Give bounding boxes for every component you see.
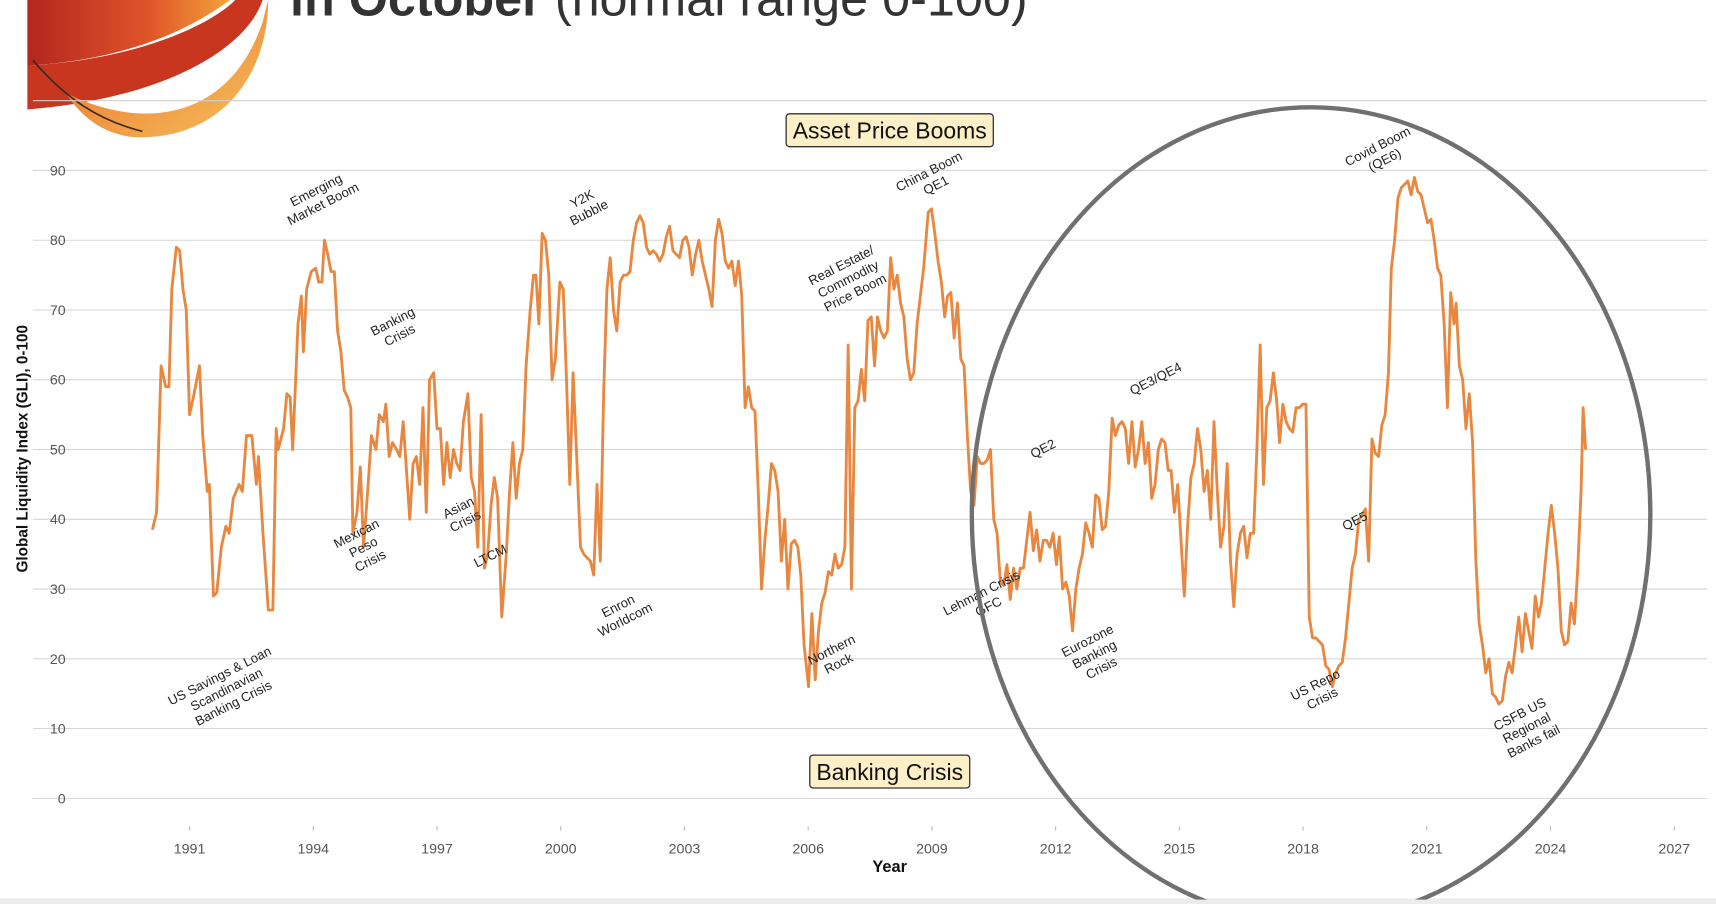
title-bold: in October (290, 0, 542, 26)
grid: 0 10 20 30 40 50 60 70 80 90 1991 1994 1997 2000 2003 2… (32, 163, 1708, 858)
x-tick-label: 2024 (1535, 842, 1567, 858)
gli-line (151, 176, 1588, 706)
y-tick-label: 0 (58, 791, 66, 807)
bottom-strip (0, 898, 1716, 904)
x-tick-label: 2009 (916, 842, 948, 858)
x-tick-label: 1997 (421, 842, 453, 858)
x-tick-label: 2027 (1658, 842, 1690, 858)
x-tick-label: 1994 (297, 842, 329, 858)
label-box (785, 113, 994, 148)
x-tick-label: 1991 (174, 842, 206, 858)
label-box (809, 754, 971, 789)
x-tick-label: 2006 (792, 842, 824, 858)
y-axis-label: Global Liquidity Index (GLI), 0-100 (14, 325, 31, 573)
y-tick-label: 60 (50, 373, 66, 389)
series (151, 176, 1588, 706)
y-tick-label: 10 (50, 722, 66, 738)
x-tick-label: 2018 (1287, 842, 1319, 858)
y-tick-label: 80 (50, 233, 66, 249)
label-box-text: Asset Price Booms (793, 117, 987, 143)
title-note: (normal range 0-100) (555, 0, 1028, 26)
x-tick-label: 2012 (1040, 842, 1072, 858)
x-tick-label: 2000 (545, 842, 577, 858)
x-axis-label: Year (872, 858, 907, 876)
y-tick-label: 70 (50, 303, 66, 319)
y-tick-label: 20 (50, 652, 66, 668)
highlight-ellipse (969, 105, 1653, 900)
logo (27, 0, 269, 138)
x-tick-label: 2021 (1411, 842, 1443, 858)
x-tick-label: 2003 (669, 842, 701, 858)
y-tick-label: 50 (50, 442, 66, 458)
label-box-text: Banking Crisis (816, 759, 963, 785)
y-tick-label: 40 (50, 512, 66, 528)
chart-title: in October (normal range 0-100) (290, 0, 1028, 26)
y-tick-label: 30 (50, 582, 66, 598)
y-tick-label: 90 (50, 163, 66, 179)
x-tick-label: 2015 (1164, 842, 1196, 858)
